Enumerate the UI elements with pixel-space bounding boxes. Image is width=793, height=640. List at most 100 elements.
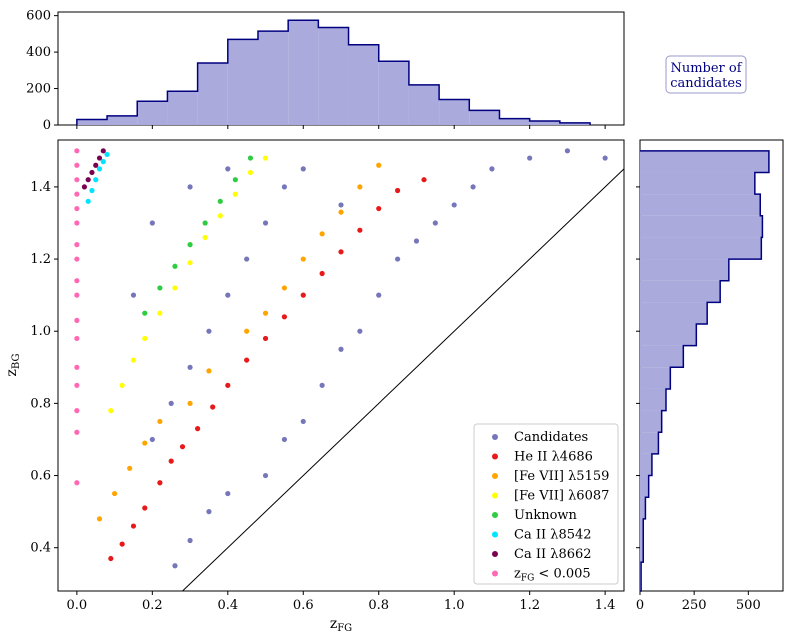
top-hist-bar [318,27,349,125]
scatter-point [119,541,125,547]
scatter-point [217,198,223,204]
y-tick-label: 1.4 [30,180,51,195]
scatter-point [172,263,178,269]
scatter-point [187,537,193,544]
scatter-point [338,209,344,215]
right-hist-bar [640,237,762,260]
legend-label: [Fe VII] λ6087 [514,489,609,504]
right-hist-x-tick-label: 0 [636,598,644,613]
right-hist-bar [640,475,649,498]
x-tick-label: 1.2 [519,598,540,613]
x-axis-title: zFG [330,616,352,634]
top-hist-y-tick-label: 600 [26,9,51,24]
legend-frame [473,423,619,585]
scatter-point [225,382,231,388]
scatter-point [157,310,163,316]
scatter-point [451,202,457,208]
right-hist-bar [640,345,684,368]
x-tick-label: 1.0 [444,598,465,613]
scatter-point [74,408,80,414]
scatter-point [187,364,193,370]
scatter-point [232,177,238,183]
y-tick-label: 1.0 [30,324,51,339]
scatter-point [74,429,80,435]
scatter-point [172,285,178,291]
scatter-point [187,242,193,248]
scatter-point [74,335,80,342]
scatter-point [157,480,163,486]
legend-marker [492,551,498,557]
right-hist-bar [640,259,729,281]
scatter-point [187,260,193,266]
scatter-point [206,368,212,374]
scatter-point [93,162,99,168]
scatter-point [142,505,148,511]
scatter-point [319,270,325,277]
scatter-point [85,177,91,183]
scatter-point [281,436,287,443]
scatter-point [527,155,533,161]
top-hist-y-tick-label: 0 [43,118,51,133]
scatter-point [262,155,269,161]
y-tick-label: 1.2 [30,252,51,267]
right-histogram: 0 250 500 [636,139,784,613]
top-hist-bar [76,119,108,125]
scatter-point [247,155,254,161]
scatter-point [142,310,148,316]
right-hist-bar [640,540,644,563]
scatter-point [96,166,103,172]
right-hist-bar [640,324,697,346]
scatter-point [130,523,137,529]
top-hist-bar [257,31,289,125]
right-hist-bar [640,172,755,195]
scatter-point [157,285,163,291]
scatter-point [395,256,401,262]
scatter-point [149,220,155,226]
legend-marker [492,531,498,538]
scatter-point [100,148,106,154]
scatter-point [357,328,363,334]
right-hist-bar [640,497,646,519]
scatter-panel: 0.0 0.2 0.4 0.6 0.8 1.0 1.2 1.4 0.4 0.6 0.8 1.0 1.2… [4,139,625,634]
scatter-point [338,202,344,208]
scatter-point [421,177,427,183]
scatter-point [244,256,250,262]
top-hist-bar [137,101,168,125]
scatter-point [262,220,269,226]
legend-marker [492,512,498,518]
scatter-point [564,148,571,154]
top-hist-bar [469,110,500,125]
right-hist-bar [640,150,769,173]
scatter-point [470,184,476,190]
scatter-point [89,169,95,176]
scatter-point [81,184,88,190]
scatter-point [281,314,287,320]
right-hist-bar [640,215,763,238]
scatter-point [74,480,80,486]
scatter-point [108,555,114,562]
top-hist-bar [559,122,591,125]
scatter-point [112,490,118,497]
info-box: Number of candidates [665,55,747,94]
legend-marker [492,473,498,479]
scatter-point [157,418,163,425]
y-axis-title: zBG [4,354,22,377]
x-tick-label: 0.8 [368,598,389,613]
info-box-line-1: Number of [670,61,742,76]
scatter-point [202,220,208,226]
scatter-point [232,191,238,197]
scatter-point [74,191,80,197]
scatter-point [338,346,344,352]
legend-marker [492,570,498,577]
scatter-point [300,166,306,172]
scatter-point [319,382,325,388]
top-hist-bar [197,63,228,125]
scatter-point [187,184,193,190]
top-hist-y-tick-label: 400 [26,45,51,60]
scatter-point [357,184,363,190]
y-tick-label: 0.8 [30,396,51,411]
scatter-point [376,162,382,168]
y-tick-label: 0.4 [30,541,51,556]
scatter-point [244,328,250,334]
